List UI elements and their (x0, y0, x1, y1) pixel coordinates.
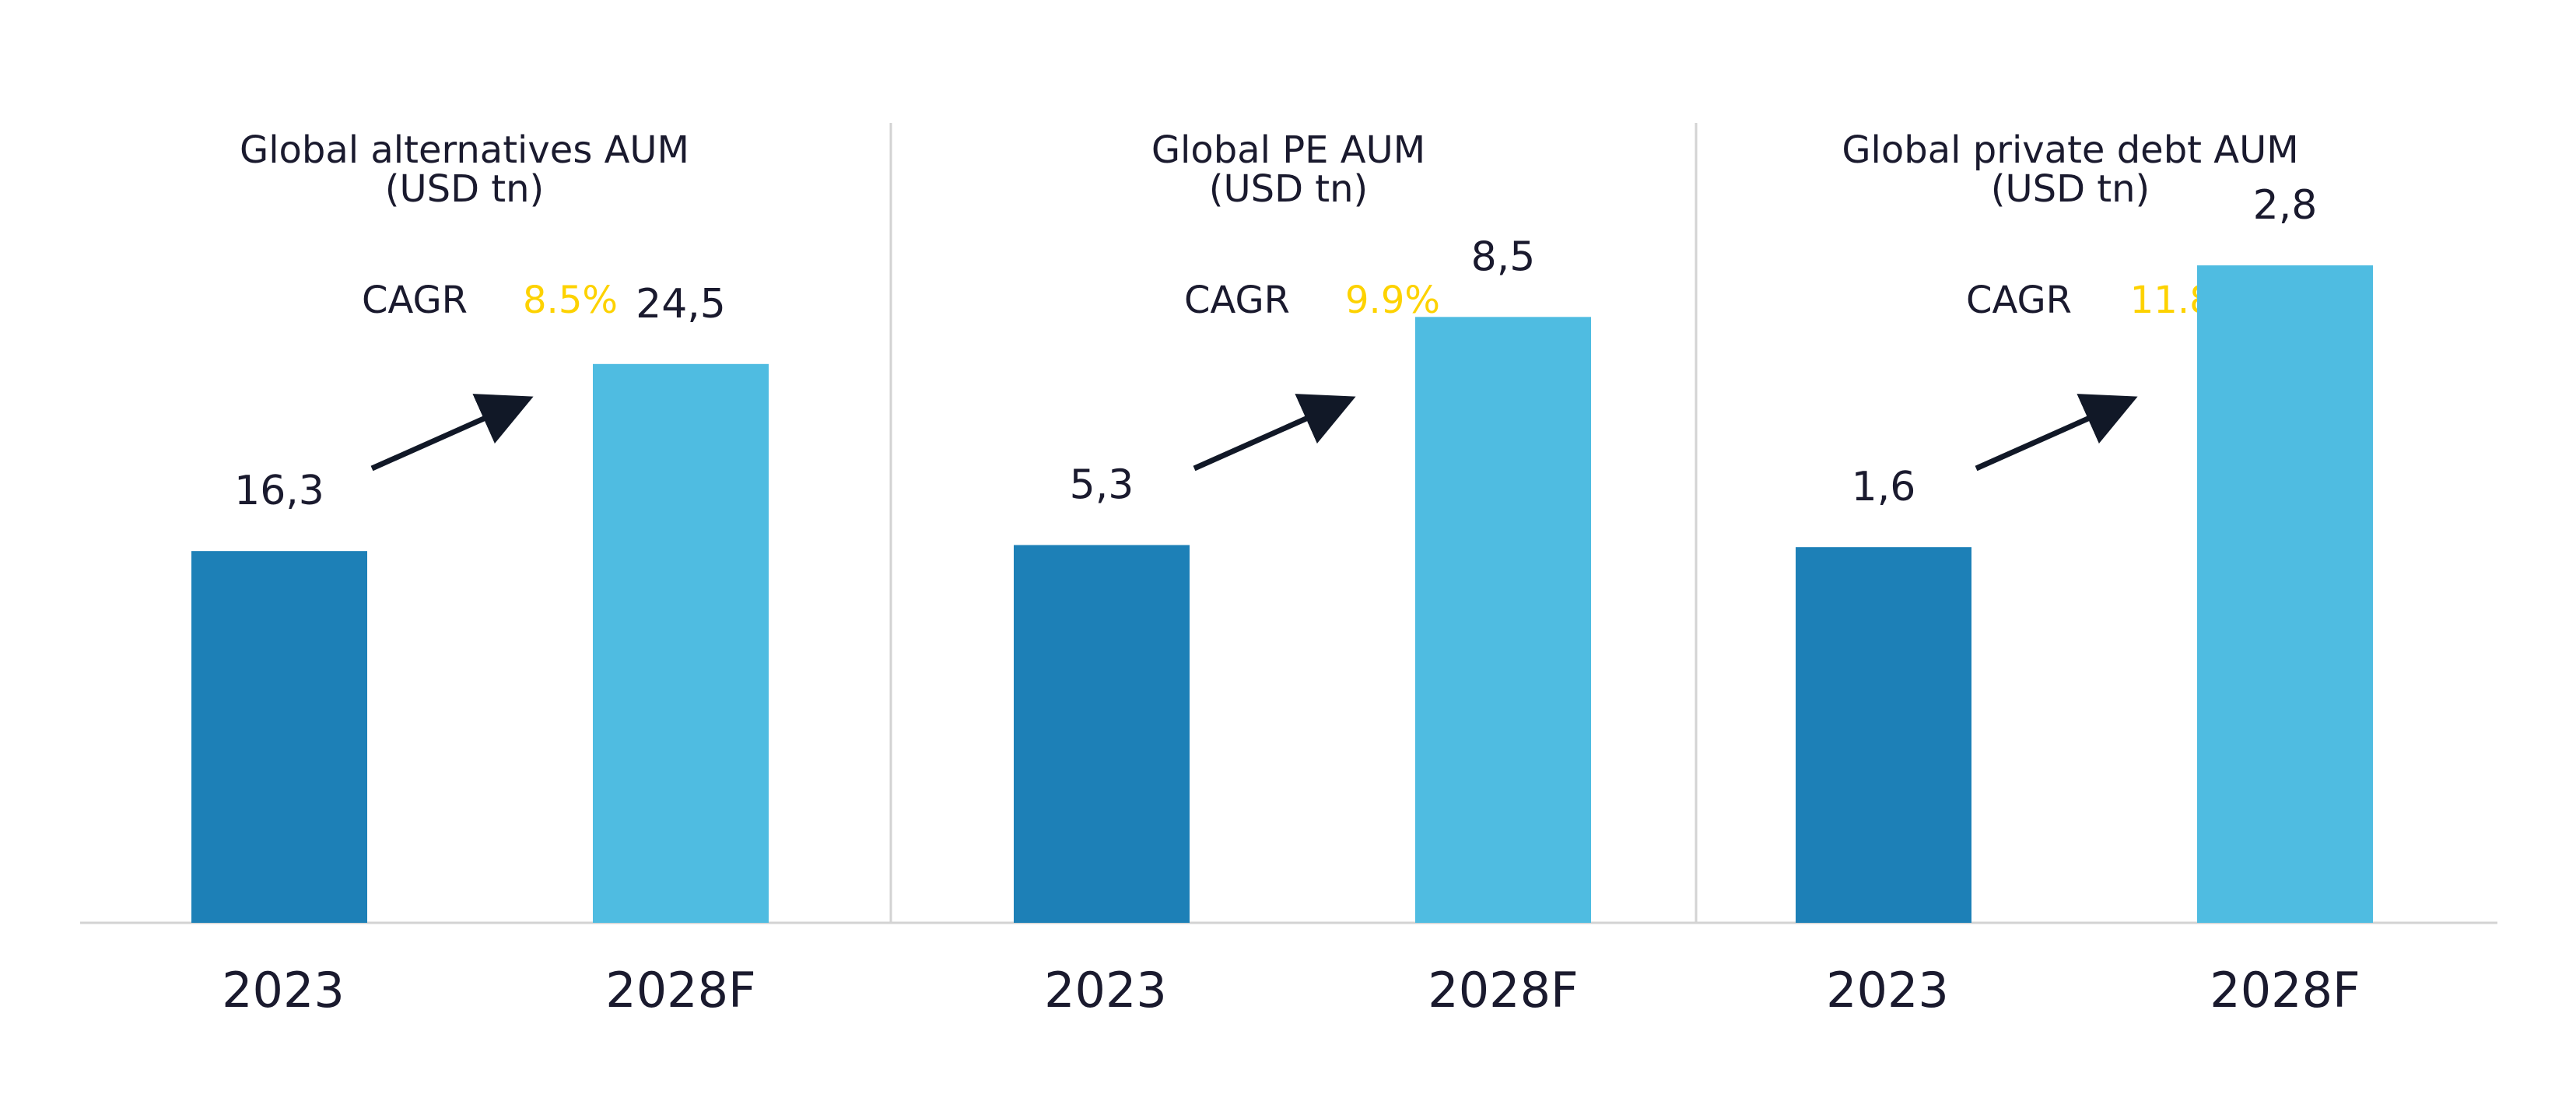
chart-title: Global PE AUM (1151, 128, 1425, 172)
chart-title: Global private debt AUM (1842, 128, 2298, 172)
bar-2028f (2197, 265, 2373, 923)
data-label: 8,5 (1471, 233, 1536, 280)
panel-pe: Global PE AUM (USD tn) CAGR 9.9% 5,3 8,5… (1014, 128, 1591, 1019)
x-tick-label: 2028F (2210, 962, 2360, 1019)
chart-subtitle: (USD tn) (1209, 167, 1369, 211)
bar-2023 (1014, 545, 1190, 923)
bar-2028f (593, 363, 769, 923)
data-label: 24,5 (636, 281, 726, 328)
chart-subtitle: (USD tn) (1991, 167, 2150, 211)
data-label: 1,6 (1852, 464, 1916, 510)
chart-title: Global alternatives AUM (240, 128, 689, 172)
x-tick-label: 2023 (1826, 962, 1949, 1019)
cagr-value: 8.5% (523, 279, 618, 322)
cagr-label: CAGR (362, 279, 468, 322)
data-label: 5,3 (1070, 461, 1134, 508)
growth-arrow-icon (1975, 394, 2138, 472)
x-tick-label: 2028F (1428, 962, 1578, 1019)
x-tick-label: 2023 (222, 962, 345, 1019)
panel-alternatives: Global alternatives AUM (USD tn) CAGR 8.… (191, 128, 769, 1019)
bar-2023 (1796, 547, 1971, 923)
chart-subtitle: (USD tn) (385, 167, 545, 211)
x-tick-label: 2028F (605, 962, 755, 1019)
cagr-label: CAGR (1966, 279, 2072, 322)
cagr-value: 9.9% (1345, 279, 1440, 322)
bar-2023 (191, 551, 367, 923)
panel-private-debt: Global private debt AUM (USD tn) CAGR 11… (1796, 128, 2373, 1019)
cagr-label: CAGR (1184, 279, 1290, 322)
x-tick-label: 2023 (1044, 962, 1167, 1019)
growth-arrow-icon (1193, 394, 1356, 472)
data-label: 2,8 (2253, 182, 2318, 229)
bar-2028f (1415, 317, 1591, 923)
growth-arrow-icon (370, 394, 534, 472)
data-label: 16,3 (234, 468, 324, 514)
